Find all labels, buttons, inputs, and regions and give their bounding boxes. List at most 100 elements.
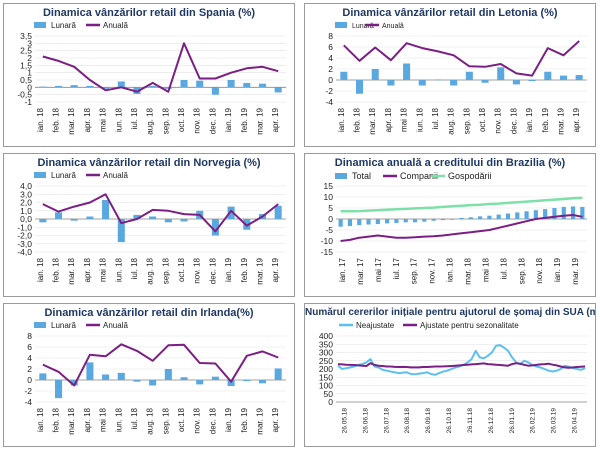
legend-label: Anuală — [103, 21, 128, 30]
x-tick-label: aug. 18 — [447, 107, 456, 134]
series-line-Anuală — [42, 343, 279, 387]
bar-Lunară — [180, 219, 188, 222]
x-tick-label: feb. 19 — [240, 407, 249, 432]
x-tick-label: oct. 18 — [177, 257, 186, 282]
bar-Lunară — [55, 380, 63, 399]
bar-Lunară — [450, 80, 458, 86]
x-tick-label: iun. 18 — [114, 407, 123, 432]
bar-Lunară — [149, 85, 157, 88]
y-tick-label: 4 — [27, 353, 32, 363]
bar-Lunară — [55, 85, 63, 88]
bar-Lunară — [117, 81, 125, 88]
y-tick-label: -4 — [24, 397, 32, 407]
bar-Lunară — [117, 372, 125, 380]
x-tick-label: mai 18 — [400, 107, 409, 132]
x-tick-label: mar. 19 — [255, 257, 264, 284]
x-tick-label: dec. 18 — [509, 107, 518, 134]
bar-Lunară — [258, 380, 266, 384]
bar-Lunară — [102, 87, 110, 89]
bar-Lunară — [211, 219, 219, 236]
bar-Total — [403, 219, 408, 223]
y-tick-label: 100 — [319, 381, 333, 391]
y-tick-label: 15 — [324, 181, 334, 191]
x-tick-label: 26.08.18 — [404, 408, 411, 434]
bar-Total — [487, 215, 492, 219]
x-tick-label: apr. 18 — [83, 107, 92, 132]
x-tick-label: iul. 18 — [130, 107, 139, 129]
bar-Total — [375, 219, 380, 225]
bar-Lunară — [211, 87, 219, 95]
bar-Lunară — [387, 80, 395, 86]
y-tick-label: 350 — [319, 339, 333, 349]
chart-panel-letonia: Dinamica vânzărilor retail din Letonia (… — [304, 3, 596, 147]
bar-Lunară — [434, 79, 442, 81]
x-tick-label: 26.10.18 — [446, 408, 453, 434]
legend-label: Total — [352, 171, 371, 181]
bar-Total — [496, 214, 501, 219]
y-tick-label: 0 — [328, 214, 333, 224]
legend-label: Lunară — [51, 171, 76, 180]
y-tick-label: 250 — [319, 356, 333, 366]
x-tick-label: feb. 18 — [353, 107, 362, 132]
x-tick-label: iul. 18 — [499, 257, 508, 279]
bar-Total — [478, 216, 483, 219]
x-tick-label: apr. 18 — [384, 107, 393, 132]
y-tick-label: 8 — [328, 31, 333, 41]
y-tick-label: 0 — [328, 75, 333, 85]
bar-Lunară — [133, 380, 141, 382]
y-tick-label: 3,5 — [20, 31, 32, 41]
x-tick-label: 26.07.18 — [383, 408, 390, 434]
x-tick-label: 26.03.19 — [551, 408, 558, 434]
bar-Lunară — [70, 380, 78, 386]
y-tick-label: -5 — [325, 225, 333, 235]
x-tick-label: feb. 19 — [541, 107, 550, 132]
legend-label: Gospodării — [448, 171, 492, 181]
x-tick-label: oct. 18 — [478, 107, 487, 132]
y-tick-label: 0 — [27, 82, 32, 92]
chart-panel-somaj: Numărul cererilor inițiale pentru ajutor… — [304, 303, 596, 447]
bar-Lunară — [55, 212, 63, 219]
x-tick-label: feb. 19 — [240, 107, 249, 132]
x-tick-label: ian. 19 — [224, 407, 233, 432]
x-tick-label: apr. 18 — [83, 257, 92, 282]
bar-Lunară — [274, 87, 282, 93]
bar-Lunară — [70, 219, 78, 221]
x-tick-label: dec. 18 — [208, 407, 217, 434]
y-tick-label: 6 — [328, 42, 333, 52]
bar-Total — [505, 213, 511, 219]
x-tick-label: mar. 18 — [67, 407, 76, 434]
bar-Lunară — [86, 85, 94, 88]
y-tick-label: 6 — [27, 342, 32, 352]
bar-Total — [347, 219, 353, 227]
x-tick-label: nov. 18 — [193, 107, 202, 133]
bar-Lunară — [102, 374, 110, 380]
y-tick-label: 1 — [27, 68, 32, 78]
x-tick-label: iun. 18 — [114, 257, 123, 282]
chart-title: Dinamica anuală a creditului din Brazili… — [334, 157, 566, 169]
y-tick-label: -10 — [321, 236, 334, 246]
x-tick-label: apr. 19 — [271, 407, 280, 432]
y-tick-label: 1,0 — [20, 206, 32, 216]
x-tick-label: nov. 18 — [193, 407, 202, 433]
x-tick-label: mar. 19 — [255, 407, 264, 434]
bar-Lunară — [211, 376, 219, 380]
x-tick-label: 26.04.19 — [572, 408, 579, 434]
bar-Lunară — [371, 69, 379, 80]
legend-label: Anuală — [103, 321, 128, 330]
bar-Total — [366, 219, 371, 225]
legend-label: Lunară — [352, 23, 374, 30]
x-tick-label: mai 18 — [481, 257, 490, 282]
bar-Lunară — [340, 71, 348, 80]
x-tick-label: ian. 19 — [224, 257, 233, 282]
bar-Lunară — [243, 82, 251, 88]
x-tick-label: mar. 18 — [368, 107, 377, 134]
bar-Total — [561, 206, 566, 219]
x-tick-label: apr. 19 — [271, 257, 280, 282]
bar-Total — [385, 219, 390, 224]
x-tick-label: ian. 19 — [553, 257, 562, 282]
bar-Lunară — [227, 80, 235, 88]
chart-panel-brazilia: Dinamica anuală a creditului din Brazili… — [304, 153, 596, 297]
legend-label: Lunară — [51, 321, 76, 330]
x-tick-label: mar. 18 — [463, 257, 472, 284]
